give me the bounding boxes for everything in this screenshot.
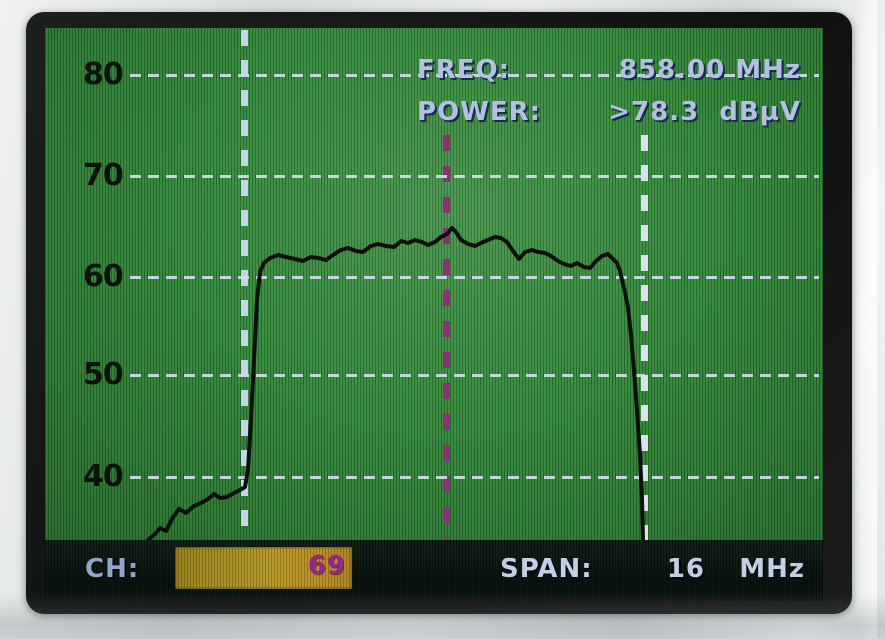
power-value: >78.3 dBµV [608,97,801,127]
status-bar: CH: 69 SPAN: 16 MHz [45,540,823,601]
gridline-60 [130,276,819,279]
spectrum-trace [146,226,645,540]
channel-value: 69 [307,551,346,581]
span-label: SPAN: [500,554,593,584]
freq-readout-row: FREQ: 858.00 MHz [417,55,801,97]
spectrum-plot: 80 70 60 50 40 FREQ: 858.00 MHz POWER: >… [45,28,823,540]
y-axis-label-70: 70 [83,158,124,193]
cursor-channel-start [241,30,248,540]
gridline-40 [130,476,819,479]
gridline-80 [130,74,819,77]
span-unit: MHz [739,554,805,584]
freq-value: 858.00 MHz [618,55,801,85]
gridline-70 [130,175,819,178]
cursor-center-frequency [443,135,450,540]
y-axis-label-60: 60 [83,259,124,294]
gridline-50 [130,374,819,377]
readout-panel: FREQ: 858.00 MHz POWER: >78.3 dBµV [417,55,801,139]
y-axis-label-80: 80 [83,57,124,92]
y-axis-label-40: 40 [83,459,124,494]
y-axis-label-50: 50 [83,357,124,392]
span-value: 16 [666,554,705,584]
freq-label: FREQ: [417,55,511,85]
lcd-screen: 80 70 60 50 40 FREQ: 858.00 MHz POWER: >… [45,28,823,601]
power-readout-row: POWER: >78.3 dBµV [417,97,801,139]
power-label: POWER: [417,97,542,127]
channel-value-field[interactable]: 69 [175,547,352,589]
channel-label: CH: [85,554,140,584]
screen-bezel: 80 70 60 50 40 FREQ: 858.00 MHz POWER: >… [26,12,852,614]
spectrum-trace-line [146,226,645,540]
cursor-channel-end [641,135,648,540]
